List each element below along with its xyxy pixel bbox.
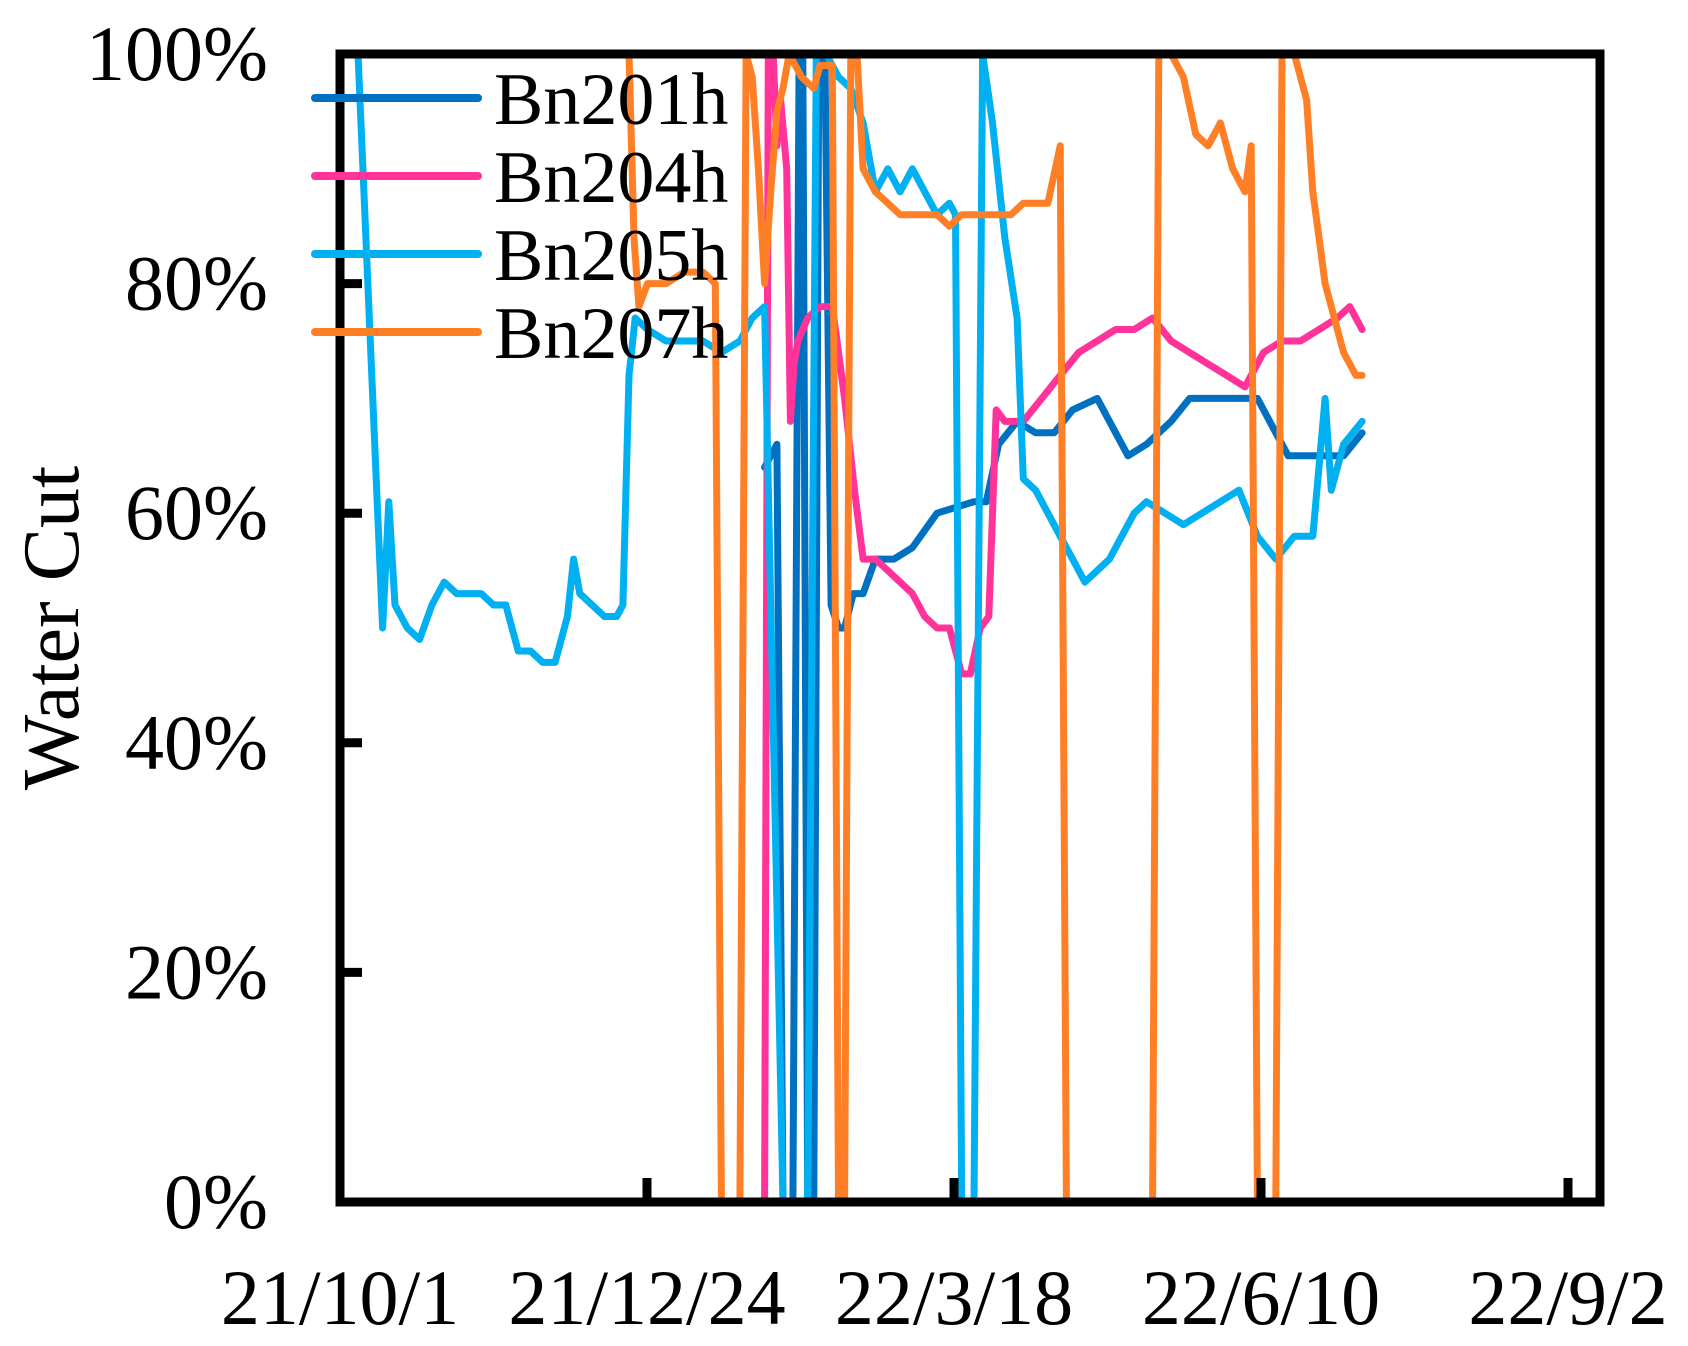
x-tick-label: 22/9/2 xyxy=(1468,1254,1667,1341)
y-tick-label: 20% xyxy=(125,928,268,1015)
x-tick-label: 22/6/10 xyxy=(1142,1254,1380,1341)
x-tick-label: 21/10/1 xyxy=(221,1254,459,1341)
y-tick-label: 60% xyxy=(125,469,268,556)
y-tick-label: 80% xyxy=(125,240,268,327)
legend-label-bn207h: Bn207h xyxy=(494,293,728,375)
x-tick-label: 22/3/18 xyxy=(835,1254,1073,1341)
legend-label-bn205h: Bn205h xyxy=(494,215,728,297)
y-axis-title: Water Cut xyxy=(8,466,96,791)
x-tick-label: 21/12/24 xyxy=(508,1254,785,1341)
y-tick-label: 0% xyxy=(164,1158,268,1245)
ticks-layer xyxy=(340,49,1573,1207)
legend-label-bn201h: Bn201h xyxy=(494,59,728,141)
y-tick-label: 40% xyxy=(125,699,268,786)
labels-layer: 0% 20% 40% 60% 80% 100% 21/10/1 21/12/24 22/3/18… xyxy=(86,10,1668,1341)
series-line-bn207h xyxy=(625,50,1366,1206)
plot-frame xyxy=(335,49,1605,1207)
legend-label-bn204h: Bn204h xyxy=(494,137,728,219)
series-line-bn205h xyxy=(354,50,1366,1206)
series-line-bn204h xyxy=(736,50,1366,1206)
y-tick-label: 100% xyxy=(86,10,268,97)
